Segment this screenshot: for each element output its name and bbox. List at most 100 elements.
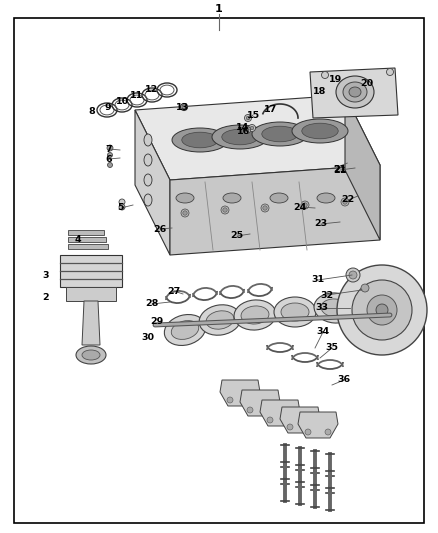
Circle shape [267, 407, 273, 413]
Circle shape [346, 268, 360, 282]
Circle shape [343, 200, 347, 204]
Circle shape [107, 145, 113, 151]
Text: 24: 24 [293, 203, 307, 212]
Text: 9: 9 [105, 103, 111, 112]
Text: 15: 15 [247, 110, 260, 119]
Circle shape [250, 126, 254, 130]
Text: 2: 2 [42, 294, 49, 303]
Ellipse shape [164, 314, 206, 345]
Circle shape [227, 397, 233, 403]
Ellipse shape [212, 125, 268, 149]
Ellipse shape [172, 128, 228, 152]
Circle shape [247, 407, 253, 413]
Ellipse shape [206, 311, 234, 329]
Text: 18: 18 [313, 86, 327, 95]
Ellipse shape [321, 299, 349, 317]
Polygon shape [82, 301, 100, 345]
Polygon shape [135, 110, 170, 255]
Ellipse shape [144, 174, 152, 186]
Ellipse shape [171, 320, 199, 340]
Text: 12: 12 [145, 85, 159, 94]
Polygon shape [280, 407, 320, 433]
Text: 36: 36 [337, 376, 350, 384]
Text: 35: 35 [325, 343, 339, 352]
Ellipse shape [349, 87, 361, 97]
Circle shape [307, 424, 313, 430]
Text: 25: 25 [230, 231, 244, 240]
Ellipse shape [234, 300, 276, 330]
Ellipse shape [223, 193, 241, 203]
Ellipse shape [274, 297, 316, 327]
Circle shape [261, 204, 269, 212]
Text: 7: 7 [106, 144, 112, 154]
Polygon shape [240, 390, 280, 416]
Circle shape [245, 128, 249, 132]
Circle shape [303, 203, 307, 207]
Ellipse shape [317, 193, 335, 203]
Text: 21: 21 [333, 166, 346, 174]
Text: 13: 13 [176, 103, 189, 112]
Circle shape [367, 295, 397, 325]
Circle shape [361, 284, 369, 292]
Ellipse shape [144, 194, 152, 206]
Circle shape [221, 206, 229, 214]
Text: 34: 34 [316, 327, 329, 336]
Ellipse shape [371, 304, 389, 326]
Text: 32: 32 [321, 290, 334, 300]
Text: 17: 17 [265, 106, 278, 115]
Ellipse shape [176, 193, 194, 203]
Circle shape [244, 126, 251, 133]
Ellipse shape [180, 103, 187, 110]
Text: 22: 22 [341, 196, 355, 205]
Polygon shape [60, 255, 122, 287]
Text: 26: 26 [153, 224, 166, 233]
Ellipse shape [76, 346, 106, 364]
Ellipse shape [182, 132, 218, 148]
Polygon shape [135, 95, 380, 180]
Text: 30: 30 [141, 334, 155, 343]
Circle shape [248, 125, 255, 132]
Text: 4: 4 [75, 236, 81, 245]
Ellipse shape [222, 129, 258, 145]
Circle shape [247, 397, 253, 403]
Ellipse shape [302, 123, 338, 139]
Circle shape [349, 271, 357, 279]
Circle shape [267, 417, 273, 423]
Text: 8: 8 [88, 108, 95, 117]
Text: 33: 33 [315, 303, 328, 312]
Circle shape [119, 204, 125, 210]
Text: 6: 6 [106, 155, 112, 164]
Text: 29: 29 [150, 317, 164, 326]
Ellipse shape [144, 134, 152, 146]
Text: 1: 1 [215, 4, 223, 14]
Polygon shape [345, 95, 380, 240]
Ellipse shape [343, 82, 367, 102]
Circle shape [181, 209, 189, 217]
Text: 20: 20 [360, 79, 374, 88]
Text: 31: 31 [311, 276, 325, 285]
Text: 16: 16 [237, 126, 251, 135]
Ellipse shape [82, 350, 100, 360]
Circle shape [287, 424, 293, 430]
Circle shape [183, 211, 187, 215]
Circle shape [352, 280, 412, 340]
Ellipse shape [314, 293, 356, 323]
Ellipse shape [292, 119, 348, 143]
Polygon shape [170, 165, 380, 255]
Circle shape [301, 201, 309, 209]
Circle shape [287, 417, 293, 423]
Ellipse shape [336, 76, 374, 108]
Text: 19: 19 [329, 75, 343, 84]
Polygon shape [68, 230, 104, 235]
Circle shape [376, 304, 388, 316]
Ellipse shape [144, 154, 152, 166]
Circle shape [223, 208, 227, 212]
Circle shape [246, 116, 250, 120]
Text: 14: 14 [237, 124, 250, 133]
Text: 23: 23 [314, 220, 328, 229]
Ellipse shape [182, 105, 186, 109]
Circle shape [305, 429, 311, 435]
Polygon shape [310, 68, 398, 118]
Circle shape [325, 429, 331, 435]
Polygon shape [68, 244, 108, 249]
